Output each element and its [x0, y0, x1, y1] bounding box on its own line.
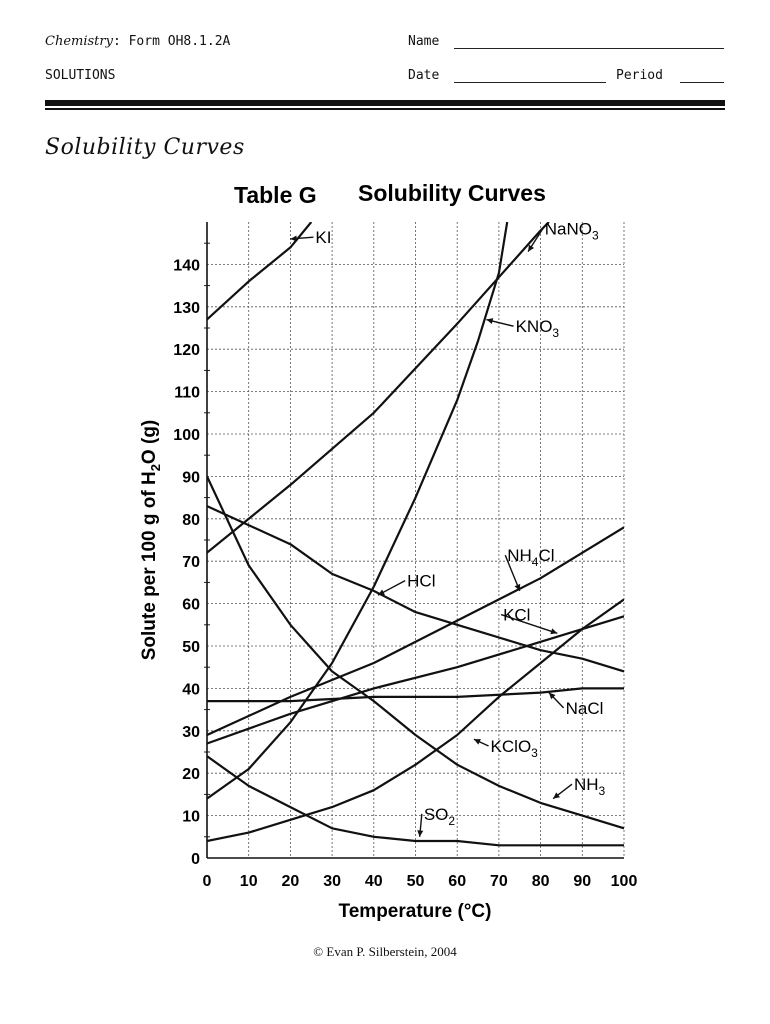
y-tick-label: 110: [174, 385, 200, 402]
y-tick-label: 130: [173, 300, 200, 317]
name-field[interactable]: [454, 48, 724, 49]
y-tick-label: 10: [182, 809, 200, 826]
series-line-kcl: [207, 615, 624, 745]
x-tick-label: 70: [490, 873, 508, 890]
y-tick-label: 70: [182, 554, 200, 571]
x-tick-label: 40: [365, 873, 383, 890]
label-arrowhead-nh3: [553, 792, 560, 799]
label-arrowhead-nh4cl: [514, 583, 521, 591]
name-label: Name: [408, 34, 440, 49]
series-label-nano3: NaNO3: [545, 220, 599, 243]
y-tick-label: 50: [182, 639, 200, 656]
y-tick-label: 120: [173, 342, 200, 359]
series-label-ki: KI: [315, 228, 331, 247]
label-arrowhead-nano3: [528, 244, 535, 252]
x-tick-label: 100: [611, 873, 638, 890]
series-label-hcl: HCl: [407, 572, 435, 591]
grid: [204, 222, 625, 859]
x-tick-label: 20: [282, 873, 300, 890]
series-label-so2: SO2: [424, 805, 456, 828]
series-line-kno3: [207, 222, 509, 800]
series-line-nh4cl: [207, 526, 624, 737]
section-title: Solubility Curves: [45, 135, 245, 160]
date-label: Date: [408, 68, 440, 83]
series-label-kcl: KCl: [503, 606, 530, 625]
label-arrowhead-nacl: [548, 692, 556, 700]
x-tick-label: 90: [573, 873, 591, 890]
label-arrowhead-kno3: [486, 318, 494, 324]
series-lines: [207, 222, 624, 847]
x-tick-label: 60: [448, 873, 466, 890]
date-field[interactable]: [454, 82, 606, 83]
x-tick-label: 30: [323, 873, 341, 890]
form-number: : Form OH8.1.2A: [112, 34, 231, 49]
header-divider-thick: [45, 100, 725, 106]
label-arrow-nh4cl: [504, 554, 521, 592]
x-tick-label: 0: [203, 873, 212, 890]
x-axis-label: Temperature (°C): [339, 901, 492, 922]
y-axis-label: Solute per 100 g of H2O (g): [139, 420, 163, 661]
chart-title-prefix: Table G: [234, 182, 317, 208]
x-tick-label: 80: [532, 873, 550, 890]
y-tick-label: 100: [173, 427, 200, 444]
label-arrowhead-kclo3: [473, 739, 481, 745]
series-label-kno3: KNO3: [516, 317, 560, 340]
series-label-nh3: NH3: [574, 775, 606, 798]
x-tick-label: 50: [407, 873, 425, 890]
series-labels: KI NaNO3 KNO3 NH4Cl HCl KCl NaCl KClO3 NH3 SO2: [290, 220, 606, 837]
label-arrowhead-ki: [290, 235, 297, 242]
y-tick-label: 60: [182, 597, 200, 614]
label-arrowhead-kcl: [550, 628, 558, 635]
label-arrow-kcl: [500, 613, 558, 634]
unit-label: SOLUTIONS: [45, 68, 116, 83]
series-line-nh3: [207, 475, 624, 830]
y-tick-label: 0: [191, 851, 200, 868]
y-tick-label: 40: [182, 681, 200, 698]
series-label-nh4cl: NH4Cl: [507, 546, 554, 569]
period-label: Period: [616, 68, 663, 83]
label-arrowhead-hcl: [377, 589, 385, 596]
series-line-hcl: [207, 505, 624, 673]
chart-title: Solubility Curves: [358, 180, 546, 206]
label-arrowhead-so2: [417, 830, 424, 837]
period-field[interactable]: [680, 82, 724, 83]
y-tick-label: 90: [182, 469, 200, 486]
subject-label: Chemistry: [45, 34, 113, 49]
y-tick-label: 80: [182, 512, 200, 529]
series-line-nacl: [207, 687, 624, 703]
series-line-ki: [207, 222, 313, 321]
series-line-nano3: [207, 222, 550, 554]
series-line-kclo3: [207, 598, 624, 843]
y-tick-label: 30: [182, 724, 200, 741]
y-tick-label: 140: [173, 257, 200, 274]
copyright-footer: © Evan P. Silberstein, 2004: [313, 944, 457, 959]
tick-labels: 0 10 20 30 40 50 60 70 80 90 100 0 10 20 30 40 50 60 70 80 9…: [173, 257, 637, 890]
header-divider-thin: [45, 108, 725, 110]
x-tick-label: 10: [240, 873, 258, 890]
series-label-nacl: NaCl: [566, 699, 604, 718]
series-label-kclo3: KClO3: [491, 737, 539, 760]
header-subject-line: Chemistry: Form OH8.1.2A: [45, 34, 230, 49]
y-tick-label: 20: [182, 766, 200, 783]
series-line-so2: [207, 755, 624, 847]
